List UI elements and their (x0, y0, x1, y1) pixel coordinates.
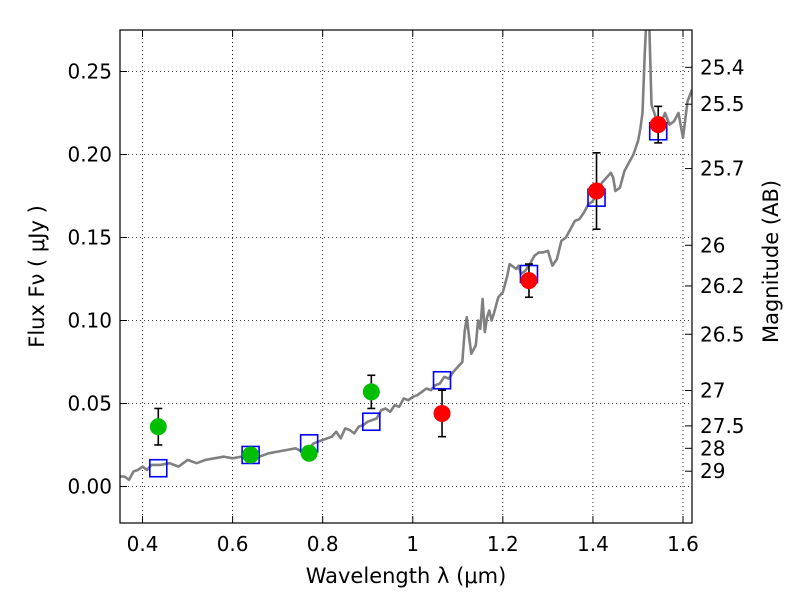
y-tick-label: 0.10 (67, 308, 112, 332)
right-tick-label: 27 (700, 379, 725, 403)
plot-frame (119, 29, 693, 524)
y-tick-label: 0.25 (67, 59, 112, 83)
right-tick-label: 29 (700, 459, 725, 483)
y-tick-label: 0.05 (67, 391, 112, 415)
model-square-marker (362, 412, 381, 432)
y-tick-label: 0.20 (67, 142, 112, 166)
right-tick-label: 26 (700, 233, 725, 257)
data-point (520, 272, 538, 290)
plot-area (120, 30, 692, 482)
right-tick-label: 27.5 (700, 414, 745, 438)
y-tick-label: 0.00 (67, 474, 112, 498)
x-axis-label: Wavelength λ (μm) (306, 564, 507, 588)
data-point (242, 446, 260, 464)
right-axis-label: Magnitude (AB) (759, 180, 783, 343)
x-tick-label: 1.2 (487, 532, 519, 556)
x-tick-label: 1 (406, 532, 419, 556)
right-tick-label: 28 (700, 436, 725, 460)
x-tick-label: 0.8 (307, 532, 339, 556)
data-point (649, 116, 667, 134)
model-square-marker (432, 370, 452, 390)
right-tick-label: 25.5 (700, 92, 745, 116)
grid (120, 30, 692, 523)
data-point (300, 444, 318, 462)
data-point (149, 418, 167, 436)
data-point (588, 182, 606, 200)
model-spectrum-line (120, 30, 692, 482)
data-point (362, 383, 380, 401)
model-square-marker (148, 458, 168, 478)
x-tick-label: 1.4 (577, 532, 609, 556)
axis-ticks: 0.4 0.6 0.8 1 1.2 1.4 1.6 0.00 0.05 0.10 0.15 0.20 0… (67, 30, 745, 556)
y-tick-label: 0.15 (67, 225, 112, 249)
right-tick-label: 26.2 (700, 274, 745, 298)
x-tick-label: 1.6 (667, 532, 699, 556)
right-tick-label: 26.5 (700, 322, 745, 346)
x-tick-label: 0.6 (217, 532, 249, 556)
right-tick-label: 25.7 (700, 157, 745, 181)
right-tick-label: 25.4 (700, 55, 745, 79)
x-tick-label: 0.4 (127, 532, 159, 556)
y-axis-label: Flux Fν ( μJy ) (25, 205, 49, 348)
data-point (433, 404, 451, 422)
